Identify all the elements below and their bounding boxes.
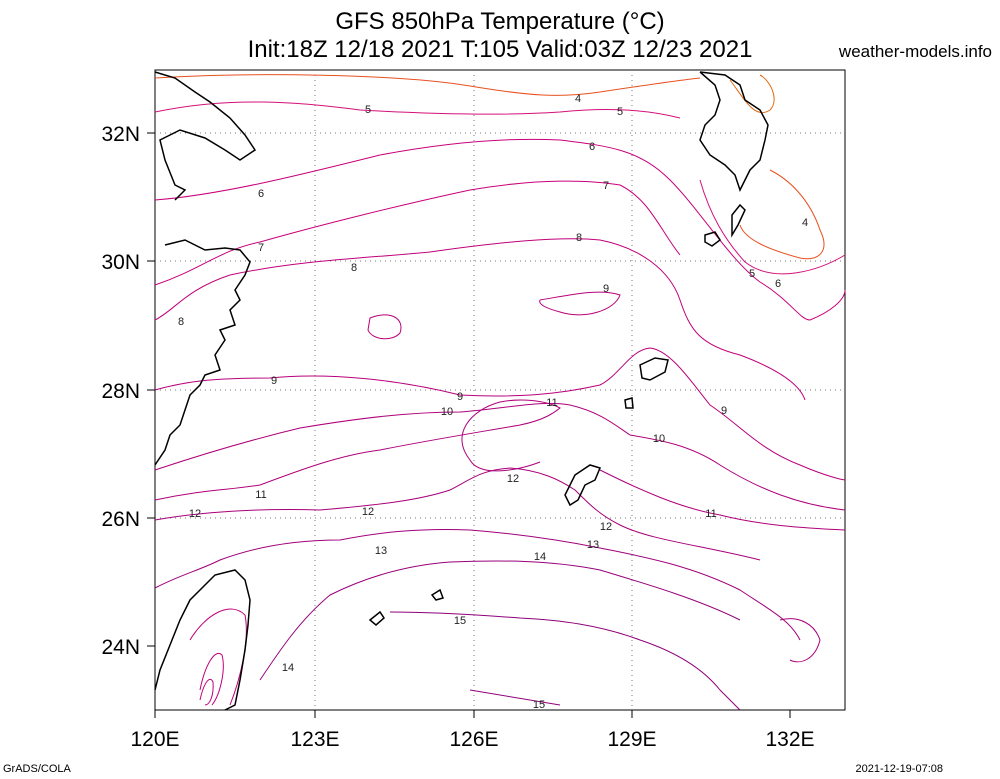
- ticks: [147, 132, 791, 718]
- miyako-island: [430, 588, 444, 601]
- amami-island: [639, 357, 669, 381]
- isotherm-5-east: [699, 179, 846, 275]
- isotherm-8: [154, 238, 806, 401]
- tokara-island: [624, 397, 634, 409]
- contour-label: 12: [507, 473, 519, 485]
- graticule: [155, 70, 845, 710]
- contour-label: 10: [653, 433, 665, 445]
- chart-subtitle: Init:18Z 12/18 2021 T:105 Valid:03Z 12/2…: [247, 36, 753, 63]
- isotherm-9: [154, 347, 846, 481]
- lon-label: 132E: [765, 728, 814, 751]
- isotherm-6: [154, 138, 846, 321]
- contour-label: 4: [802, 217, 808, 229]
- contour-label: 8: [576, 232, 582, 244]
- contour-label: 5: [365, 104, 371, 116]
- contour-label: 8: [351, 262, 357, 274]
- contour-label: 11: [705, 508, 716, 520]
- taiwan-coast: [154, 569, 251, 711]
- lat-label: 24N: [101, 636, 140, 659]
- isotherm-11-east: [599, 469, 846, 531]
- lon-label: 129E: [607, 728, 656, 751]
- coastlines: [154, 71, 769, 711]
- contour-label: 12: [189, 508, 201, 520]
- contour-label: 9: [721, 405, 727, 417]
- footer-timestamp: 2021-12-19-07:08: [855, 763, 943, 775]
- okinawa-island: [564, 464, 602, 507]
- lat-label: 30N: [101, 251, 140, 274]
- contour-label: 4: [575, 93, 581, 105]
- isotherm-7: [154, 180, 681, 286]
- contour-label: 6: [589, 141, 595, 153]
- lon-label: 120E: [130, 728, 179, 751]
- lat-label: 28N: [101, 380, 140, 403]
- contour-label: 15: [533, 699, 545, 711]
- site-credit: weather-models.info: [838, 42, 992, 61]
- chart-title: GFS 850hPa Temperature (°C): [335, 8, 665, 35]
- isotherm-13: [154, 528, 801, 641]
- isotherm-12-se: [779, 618, 821, 663]
- contour-label: 6: [258, 188, 264, 200]
- isotherm-3-east: [729, 74, 775, 114]
- footer-software: GrADS/COLA: [3, 763, 71, 775]
- kyushu-coast: [699, 71, 769, 192]
- isotherm-10: [154, 402, 846, 511]
- contour-label: 11: [546, 397, 557, 409]
- isotherm-4: [154, 74, 701, 96]
- contour-label: 9: [457, 391, 463, 403]
- isotherm-17-taiwan: [199, 652, 224, 706]
- contour-label: 5: [749, 268, 755, 280]
- tanegashima: [731, 203, 746, 238]
- yaeyama-island: [368, 610, 385, 626]
- contour-label: 6: [775, 278, 781, 290]
- contour-label: 12: [600, 521, 612, 533]
- lon-label: 123E: [290, 728, 339, 751]
- isotherm-15-south: [469, 689, 561, 706]
- contour-label: 5: [617, 106, 623, 118]
- yakushima: [704, 231, 722, 247]
- contour-label: 11: [255, 489, 266, 501]
- china-coast: [154, 71, 257, 466]
- lon-label: 126E: [449, 728, 498, 751]
- isotherm-9-west: [539, 291, 621, 316]
- contour-label: 9: [603, 283, 609, 295]
- contour-label: 9: [271, 375, 277, 387]
- contour-label: 13: [375, 545, 387, 557]
- contour-labels: 4 5 5 6 6 7 7 8 8 9 9 9 10 10 11 11 12 1…: [178, 93, 808, 711]
- isotherms: [154, 74, 846, 711]
- contour-label: 7: [258, 242, 264, 254]
- lat-label: 26N: [101, 508, 140, 531]
- contour-label: 14: [282, 662, 294, 674]
- contour-label: 12: [362, 506, 374, 518]
- contour-label: 8: [178, 316, 184, 328]
- isotherm-12: [154, 467, 761, 561]
- contour-label: 14: [534, 551, 546, 563]
- contour-label: 10: [441, 406, 453, 418]
- isotherm-11: [154, 399, 561, 501]
- contour-label: 13: [587, 539, 599, 551]
- isotherm-18-taiwan: [199, 678, 214, 706]
- contour-label: 15: [454, 615, 466, 627]
- isotherm-15: [389, 611, 741, 711]
- isotherm-14: [259, 560, 741, 681]
- isotherm-4-east: [739, 169, 825, 260]
- isotherm-5: [154, 101, 681, 119]
- isotherm-9-loop: [367, 314, 402, 340]
- lat-label: 32N: [101, 123, 140, 146]
- isotherm-16-taiwan: [189, 608, 247, 706]
- contour-label: 7: [603, 180, 609, 192]
